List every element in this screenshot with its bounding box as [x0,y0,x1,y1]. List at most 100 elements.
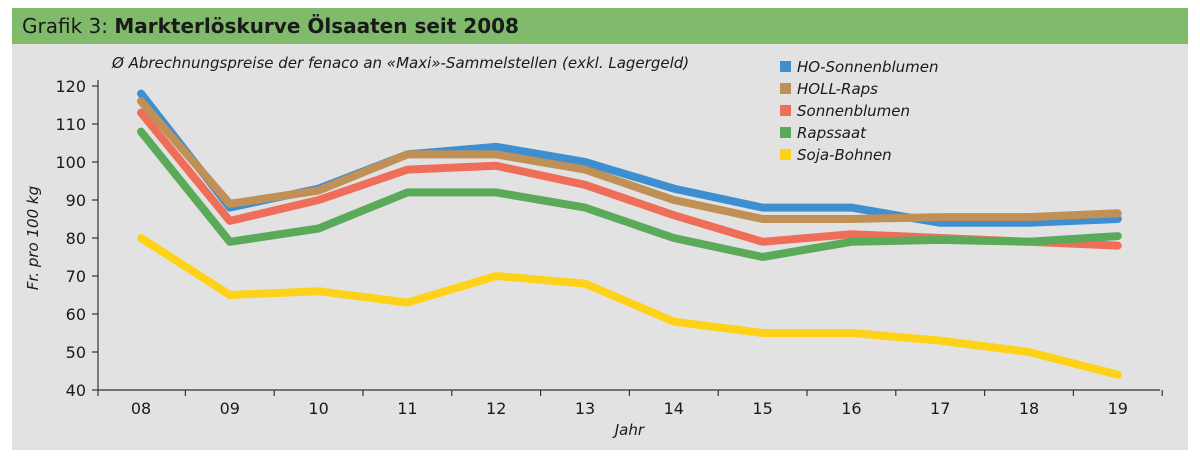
series-line-holl-raps [137,97,1122,223]
data-point [583,160,587,164]
data-point [849,232,853,236]
x-tick-label: 13 [575,399,595,418]
legend-label: Rapssaat [797,124,867,142]
data-point [139,111,143,115]
x-tick-label: 18 [1019,399,1039,418]
x-tick-label: 14 [664,399,684,418]
chart-subtitle: Ø Abrechnungspreise der fenaco an «Maxi»… [111,54,689,72]
data-point [1027,221,1031,225]
legend-swatch [780,61,791,72]
legend-item: Soja-Bohnen [780,146,892,164]
legend: HO-Sonnenblumen HOLL-Raps Sonnenblumen Raps… [780,58,939,164]
data-point [317,189,321,192]
x-axis-label: Jahr [612,421,645,439]
axes: 40 50 60 70 80 90 100 110 120 08 09 10 11 12 13 14 15 16 1… [55,77,1163,418]
data-point [317,289,321,293]
data-point [583,183,587,187]
data-point [139,92,143,96]
data-point [761,206,765,210]
data-point [1027,350,1031,354]
y-tick-label: 40 [66,381,86,400]
data-point [139,236,143,240]
y-axis-label: Fr. pro 100 kg [24,186,42,290]
data-point [494,190,498,194]
data-point [405,301,409,305]
legend-label: HO-Sonnenblumen [797,58,939,76]
data-point [761,255,765,259]
data-point [494,164,498,168]
data-point [583,282,587,286]
data-point [761,240,765,244]
data-point [672,213,676,217]
data-point [139,130,143,134]
legend-label: HOLL-Raps [797,80,878,98]
data-point [672,187,676,191]
legend-swatch [780,127,791,138]
x-tick-label: 08 [131,399,151,418]
legend-label: Soja-Bohnen [797,146,892,164]
chart-panel: Grafik 3: Markterlöskurve Ölsaaten seit … [12,8,1188,450]
legend-item: HO-Sonnenblumen [780,58,939,76]
x-tick-label: 15 [752,399,772,418]
x-tick-label: 09 [220,399,240,418]
y-tick-label: 90 [66,191,86,210]
data-point [405,152,409,156]
data-point [672,236,676,240]
data-point [228,240,232,244]
data-point [1116,244,1120,248]
data-point [405,190,409,194]
data-point [938,221,942,225]
data-point [583,206,587,210]
y-tick-label: 120 [55,77,86,96]
y-tick-label: 60 [66,305,86,324]
data-point [849,217,853,221]
data-point [228,293,232,297]
data-point [494,274,498,278]
data-point [1116,211,1120,215]
legend-swatch [780,149,791,160]
data-point [849,240,853,244]
data-point [1027,215,1031,219]
data-point [317,227,321,230]
legend-item: Sonnenblumen [780,102,910,120]
legend-item: Rapssaat [780,124,867,142]
data-point [938,215,942,219]
data-point [938,339,942,343]
y-tick-label: 70 [66,267,86,286]
x-tick-label: 19 [1108,399,1128,418]
legend-item: HOLL-Raps [780,80,878,98]
chart-title: Markterlöskurve Ölsaaten seit 2008 [114,14,519,38]
x-tick-label: 12 [486,399,506,418]
data-point [1116,373,1120,377]
y-tick-label: 50 [66,343,86,362]
series-line-rapssaat [137,127,1122,261]
data-point [494,152,498,156]
data-point [1116,234,1120,238]
data-point [849,206,853,210]
data-point [228,219,232,223]
data-point [583,168,587,172]
data-point [938,238,942,242]
data-point [761,217,765,221]
data-point [139,99,143,103]
data-point [672,320,676,324]
data-point [494,145,498,149]
x-tick-label: 10 [308,399,328,418]
y-tick-label: 110 [55,115,86,134]
y-tick-label: 100 [55,153,86,172]
x-tick-label: 11 [397,399,417,418]
data-point [405,168,409,172]
legend-swatch [780,105,791,116]
series-layer [137,89,1122,379]
x-tick-label: 16 [841,399,861,418]
data-point [1116,217,1120,221]
chart-heading: Grafik 3: Markterlöskurve Ölsaaten seit … [22,13,519,39]
figure-number: Grafik 3: [22,14,115,38]
data-point [1027,240,1031,244]
data-point [849,331,853,335]
x-tick-label: 17 [930,399,950,418]
chart-header-bar: Grafik 3: Markterlöskurve Ölsaaten seit … [12,8,1188,44]
data-point [761,331,765,335]
data-point [317,198,321,202]
